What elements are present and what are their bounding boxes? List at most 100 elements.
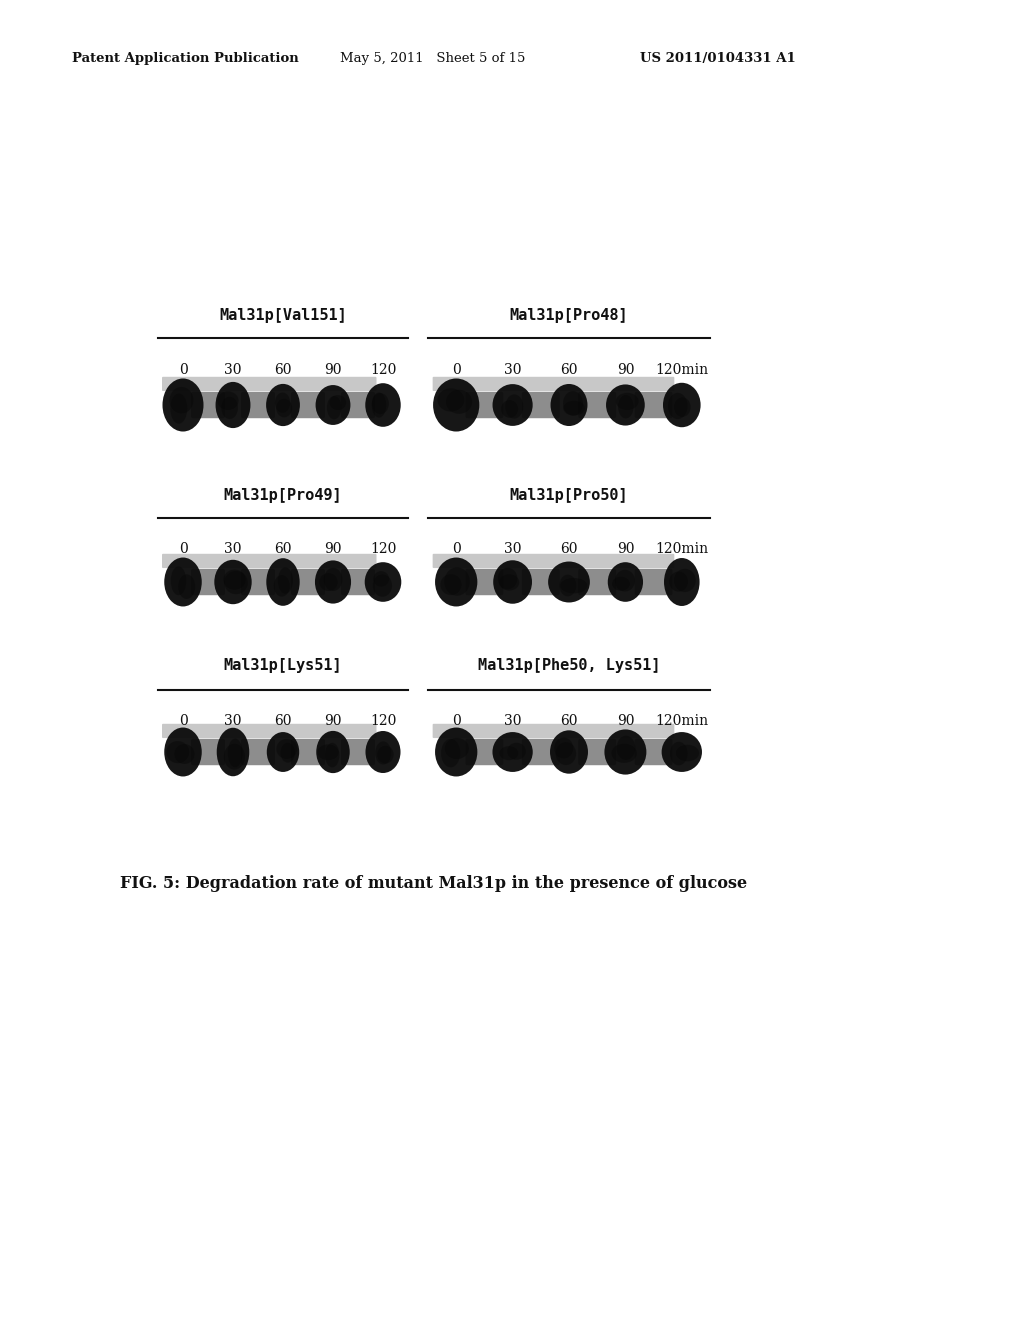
Ellipse shape	[377, 746, 393, 763]
Text: 0: 0	[178, 543, 187, 556]
Text: 90: 90	[325, 714, 342, 729]
FancyBboxPatch shape	[191, 569, 225, 595]
Text: Patent Application Publication: Patent Application Publication	[72, 51, 299, 65]
Ellipse shape	[563, 391, 583, 416]
Text: 60: 60	[560, 543, 578, 556]
FancyBboxPatch shape	[341, 392, 375, 418]
Ellipse shape	[275, 392, 290, 413]
Ellipse shape	[276, 399, 292, 417]
Text: Mal31p[Pro48]: Mal31p[Pro48]	[510, 308, 629, 323]
Ellipse shape	[674, 397, 690, 417]
Text: 0: 0	[178, 363, 187, 378]
Ellipse shape	[327, 396, 341, 420]
Ellipse shape	[608, 562, 643, 602]
FancyBboxPatch shape	[341, 569, 375, 595]
Ellipse shape	[164, 557, 202, 606]
Ellipse shape	[662, 733, 702, 772]
FancyBboxPatch shape	[241, 739, 275, 766]
FancyBboxPatch shape	[466, 392, 504, 418]
Ellipse shape	[217, 391, 239, 411]
Ellipse shape	[214, 560, 252, 605]
Ellipse shape	[276, 739, 297, 759]
FancyBboxPatch shape	[162, 723, 377, 738]
Ellipse shape	[221, 397, 238, 418]
Ellipse shape	[500, 746, 518, 760]
FancyBboxPatch shape	[579, 392, 616, 418]
Ellipse shape	[227, 739, 243, 767]
Ellipse shape	[317, 744, 339, 760]
Text: 90: 90	[616, 543, 634, 556]
Text: 60: 60	[274, 714, 292, 729]
Ellipse shape	[663, 383, 700, 428]
Ellipse shape	[500, 574, 519, 590]
FancyBboxPatch shape	[191, 739, 225, 766]
Ellipse shape	[444, 568, 470, 595]
Ellipse shape	[505, 395, 523, 418]
Ellipse shape	[319, 573, 338, 591]
Ellipse shape	[551, 384, 588, 426]
Ellipse shape	[446, 389, 472, 414]
FancyBboxPatch shape	[635, 569, 673, 595]
Text: 90: 90	[616, 363, 634, 378]
Ellipse shape	[435, 727, 477, 776]
Ellipse shape	[433, 379, 479, 432]
Text: US 2011/0104331 A1: US 2011/0104331 A1	[640, 51, 796, 65]
FancyBboxPatch shape	[466, 739, 504, 766]
Ellipse shape	[170, 393, 187, 424]
FancyBboxPatch shape	[466, 569, 504, 595]
FancyBboxPatch shape	[162, 554, 377, 568]
FancyBboxPatch shape	[579, 739, 616, 766]
Ellipse shape	[550, 730, 588, 774]
Text: May 5, 2011   Sheet 5 of 15: May 5, 2011 Sheet 5 of 15	[340, 51, 525, 65]
FancyBboxPatch shape	[241, 392, 275, 418]
Ellipse shape	[556, 742, 577, 766]
Text: Mal31p[Phe50, Lys51]: Mal31p[Phe50, Lys51]	[478, 657, 660, 673]
Ellipse shape	[164, 727, 202, 776]
Ellipse shape	[316, 731, 350, 774]
Text: FIG. 5: Degradation rate of mutant Mal31p in the presence of glucose: FIG. 5: Degradation rate of mutant Mal31…	[120, 875, 748, 892]
Ellipse shape	[224, 572, 248, 594]
Text: 120min: 120min	[655, 543, 709, 556]
Ellipse shape	[498, 568, 517, 589]
FancyBboxPatch shape	[432, 554, 675, 568]
Ellipse shape	[217, 727, 249, 776]
Ellipse shape	[223, 569, 246, 590]
Ellipse shape	[166, 741, 189, 763]
FancyBboxPatch shape	[291, 739, 325, 766]
Text: 0: 0	[452, 714, 461, 729]
Ellipse shape	[616, 735, 635, 760]
Ellipse shape	[365, 562, 401, 602]
Ellipse shape	[670, 742, 687, 766]
FancyBboxPatch shape	[432, 723, 675, 738]
Text: Mal31p[Pro49]: Mal31p[Pro49]	[223, 488, 342, 503]
Ellipse shape	[664, 558, 699, 606]
FancyBboxPatch shape	[191, 392, 225, 418]
Text: Mal31p[Pro50]: Mal31p[Pro50]	[510, 488, 629, 503]
Text: 120min: 120min	[655, 714, 709, 729]
Ellipse shape	[366, 383, 400, 426]
Text: 30: 30	[224, 363, 242, 378]
Ellipse shape	[494, 560, 532, 603]
Ellipse shape	[273, 576, 290, 597]
FancyBboxPatch shape	[579, 569, 616, 595]
Ellipse shape	[325, 743, 339, 767]
Text: 0: 0	[178, 714, 187, 729]
Ellipse shape	[670, 572, 688, 591]
FancyBboxPatch shape	[432, 376, 675, 391]
Ellipse shape	[315, 561, 351, 603]
Text: 120: 120	[370, 543, 396, 556]
FancyBboxPatch shape	[635, 739, 673, 766]
Text: 30: 30	[504, 543, 521, 556]
Ellipse shape	[493, 384, 532, 426]
Ellipse shape	[266, 384, 300, 426]
Text: 120min: 120min	[655, 363, 709, 378]
Ellipse shape	[373, 574, 392, 597]
Text: 0: 0	[452, 363, 461, 378]
Ellipse shape	[374, 572, 389, 586]
Text: 120: 120	[370, 363, 396, 378]
Ellipse shape	[507, 743, 525, 760]
Text: 30: 30	[504, 714, 521, 729]
Ellipse shape	[676, 744, 699, 762]
Text: 30: 30	[224, 543, 242, 556]
FancyBboxPatch shape	[635, 392, 673, 418]
